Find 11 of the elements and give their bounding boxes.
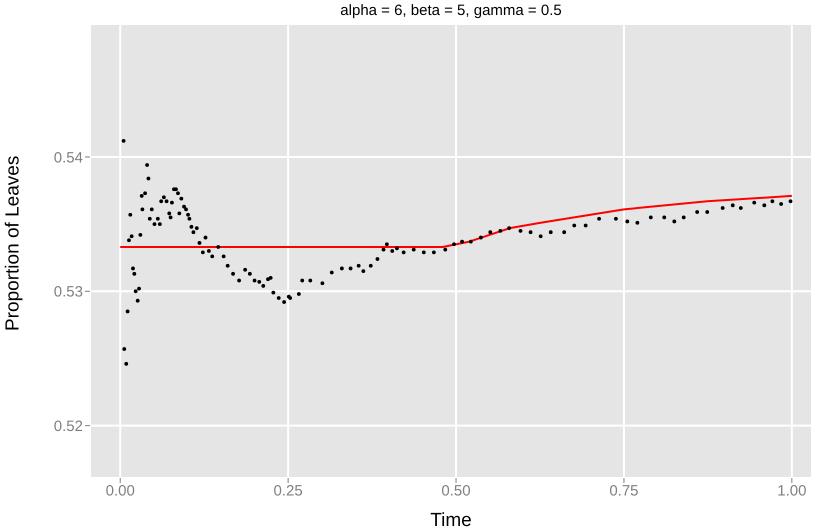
y-tick-label: 0.54	[54, 149, 83, 166]
x-axis-title: Time	[430, 510, 472, 531]
y-tick-label: 0.53	[54, 284, 83, 301]
x-tick-label: 0.25	[274, 482, 303, 500]
x-tick-label: 0.00	[106, 482, 135, 500]
y-axis-title: Proportion of Leaves	[2, 156, 24, 331]
x-tick-label: 1.00	[777, 482, 806, 500]
y-tick-label: 0.52	[54, 418, 83, 435]
chart-title: alpha = 6, beta = 5, gamma = 0.5	[339, 2, 563, 19]
x-tick-label: 0.50	[441, 482, 471, 500]
x-tick-label: 0.75	[609, 482, 639, 500]
